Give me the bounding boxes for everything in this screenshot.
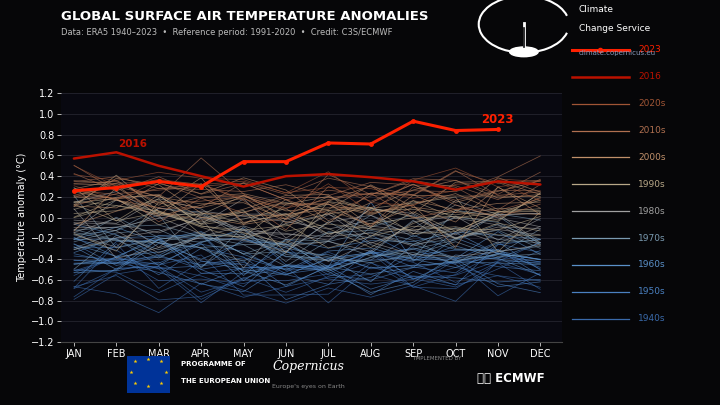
- Text: 1960s: 1960s: [638, 260, 665, 269]
- Text: 2020s: 2020s: [638, 99, 665, 108]
- Y-axis label: Temperature anomaly (°C): Temperature anomaly (°C): [17, 153, 27, 282]
- Text: 1980s: 1980s: [638, 207, 665, 215]
- FancyBboxPatch shape: [127, 356, 170, 393]
- Text: Climate: Climate: [579, 5, 613, 14]
- Text: 1950s: 1950s: [638, 287, 665, 296]
- Text: 2016: 2016: [638, 72, 661, 81]
- Circle shape: [510, 47, 538, 57]
- Text: Change Service: Change Service: [579, 24, 649, 33]
- Text: 2010s: 2010s: [638, 126, 665, 135]
- Text: climate.copernicus.eu: climate.copernicus.eu: [579, 50, 656, 55]
- Text: IMPLEMENTED BY: IMPLEMENTED BY: [414, 356, 462, 361]
- Text: Europe's eyes on Earth: Europe's eyes on Earth: [271, 384, 345, 389]
- Text: PROGRAMME OF: PROGRAMME OF: [181, 361, 246, 367]
- Text: 2023: 2023: [481, 113, 513, 126]
- Text: 1940s: 1940s: [638, 314, 665, 323]
- Text: Copernicus: Copernicus: [272, 360, 344, 373]
- Text: GLOBAL SURFACE AIR TEMPERATURE ANOMALIES: GLOBAL SURFACE AIR TEMPERATURE ANOMALIES: [61, 10, 428, 23]
- Text: 2023: 2023: [638, 45, 661, 54]
- Text: ⬩⬩ ECMWF: ⬩⬩ ECMWF: [477, 372, 545, 385]
- Text: 1970s: 1970s: [638, 234, 665, 243]
- Text: 2000s: 2000s: [638, 153, 665, 162]
- Text: 2016: 2016: [119, 139, 148, 149]
- Text: THE EUROPEAN UNION: THE EUROPEAN UNION: [181, 378, 270, 384]
- Text: Data: ERA5 1940–2023  •  Reference period: 1991-2020  •  Credit: C3S/ECMWF: Data: ERA5 1940–2023 • Reference period:…: [61, 28, 392, 37]
- Text: 1990s: 1990s: [638, 180, 665, 189]
